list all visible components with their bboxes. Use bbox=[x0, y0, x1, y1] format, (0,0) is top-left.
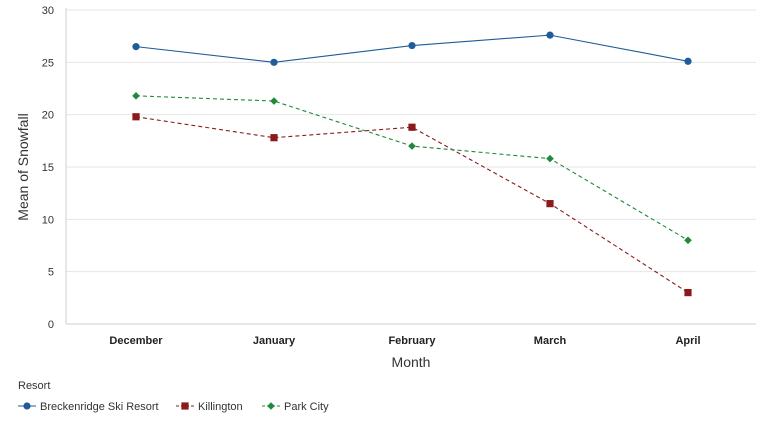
x-tick-label: February bbox=[388, 335, 436, 347]
y-tick-label: 25 bbox=[42, 57, 54, 69]
y-tick-labels: 0 5 10 15 20 25 30 bbox=[42, 5, 54, 331]
data-point bbox=[684, 236, 692, 245]
data-point bbox=[408, 41, 416, 50]
legend-item: Park City bbox=[262, 401, 329, 413]
legend-marker bbox=[181, 402, 189, 410]
legend-marker bbox=[23, 402, 31, 410]
y-tick-label: 30 bbox=[42, 5, 54, 17]
series-killington bbox=[132, 113, 692, 297]
y-tick-label: 10 bbox=[42, 214, 54, 226]
data-point bbox=[546, 154, 554, 163]
y-tick-label: 5 bbox=[48, 267, 54, 279]
legend-label: Breckenridge Ski Resort bbox=[40, 401, 159, 413]
x-tick-label: March bbox=[534, 335, 567, 347]
data-point bbox=[270, 58, 278, 66]
data-point bbox=[546, 200, 554, 208]
data-point bbox=[270, 134, 278, 142]
y-tick-label: 20 bbox=[42, 110, 54, 122]
y-tick-label: 0 bbox=[48, 319, 54, 331]
data-point bbox=[408, 142, 416, 150]
x-tick-label: December bbox=[109, 335, 163, 347]
data-point bbox=[132, 113, 140, 121]
series-layer bbox=[132, 31, 692, 297]
x-tick-label: April bbox=[675, 335, 700, 347]
data-point bbox=[408, 123, 416, 131]
data-point bbox=[684, 289, 692, 297]
series-park-city bbox=[132, 92, 692, 245]
legend-marker bbox=[267, 402, 275, 410]
data-point bbox=[132, 43, 140, 51]
gridlines bbox=[66, 9, 756, 273]
legend-title: Resort bbox=[18, 380, 50, 392]
y-axis-title: Mean of Snowfall bbox=[15, 113, 31, 220]
legend-item: Killington bbox=[176, 401, 243, 413]
data-point bbox=[546, 31, 554, 39]
axes bbox=[65, 8, 756, 325]
x-axis-title: Month bbox=[392, 354, 431, 370]
data-point bbox=[270, 97, 278, 105]
legend: Resort Breckenridge Ski Resort Killington… bbox=[18, 380, 329, 413]
data-point bbox=[132, 92, 140, 100]
y-tick-label: 15 bbox=[42, 162, 54, 174]
x-tick-label: January bbox=[253, 335, 296, 347]
series-line bbox=[135, 95, 689, 241]
x-tick-labels: December January February March April bbox=[109, 335, 700, 347]
legend-label: Park City bbox=[284, 401, 329, 413]
legend-item: Breckenridge Ski Resort bbox=[18, 401, 159, 413]
series-line bbox=[135, 116, 689, 294]
data-point bbox=[684, 57, 692, 65]
series-breckenridge-ski-resort bbox=[132, 31, 692, 66]
legend-label: Killington bbox=[198, 401, 243, 413]
